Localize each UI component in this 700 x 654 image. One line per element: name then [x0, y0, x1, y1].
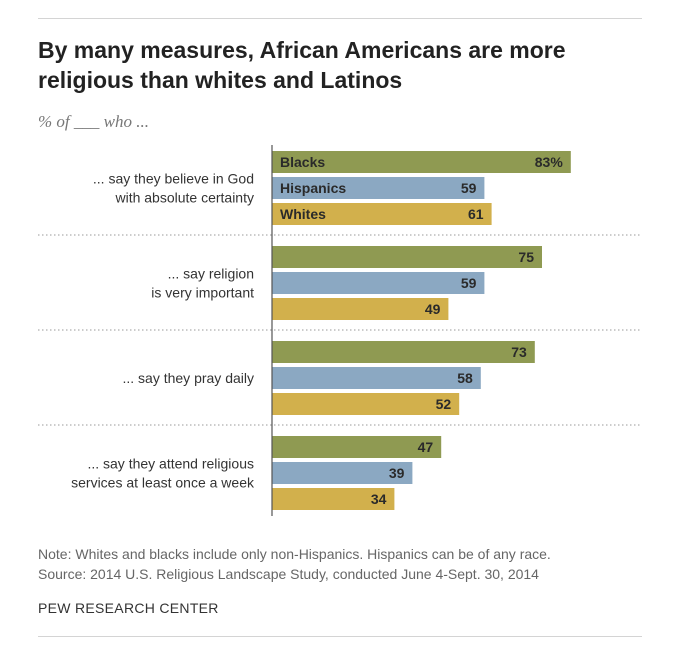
category-label: ... say religion	[168, 266, 254, 282]
data-label: 83%	[535, 154, 564, 170]
data-label: 58	[457, 370, 473, 386]
bar-whites	[272, 488, 395, 510]
data-label: 49	[425, 301, 441, 317]
bar-blacks	[272, 151, 571, 173]
category-label: ... say they pray daily	[122, 370, 254, 386]
bar-whites	[272, 203, 492, 225]
legend-label-blacks: Blacks	[280, 154, 325, 170]
bar-hispanics	[272, 367, 481, 389]
category-label: ... say they believe in God	[93, 171, 254, 187]
legend-label-hispanics: Hispanics	[280, 180, 346, 196]
bar-whites	[272, 393, 460, 415]
note-text: Note: Whites and blacks include only non…	[38, 546, 551, 562]
data-label: 61	[468, 206, 484, 222]
data-label: 59	[461, 180, 477, 196]
data-label: 34	[371, 491, 387, 507]
chart-subtitle: % of ___ who ...	[38, 112, 149, 131]
category-label: ... say they attend religious	[87, 456, 254, 472]
top-rule	[38, 18, 642, 19]
data-label: 47	[418, 439, 434, 455]
chart-notes: Note: Whites and blacks include only non…	[38, 544, 551, 584]
data-label: 73	[511, 344, 527, 360]
source-text: Source: 2014 U.S. Religious Landscape St…	[38, 566, 539, 582]
bar-hispanics	[272, 272, 485, 294]
bar-blacks	[272, 246, 542, 268]
data-label: 59	[461, 275, 477, 291]
category-label: with absolute certainty	[114, 190, 254, 206]
org-credit: PEW RESEARCH CENTER	[38, 600, 219, 616]
bar-whites	[272, 298, 449, 320]
bar-hispanics	[272, 462, 413, 484]
bottom-rule	[38, 636, 642, 637]
bar-blacks	[272, 436, 442, 458]
bar-hispanics	[272, 177, 485, 199]
data-label: 39	[389, 465, 405, 481]
category-label: services at least once a week	[71, 475, 255, 491]
chart-title: By many measures, African Americans are …	[38, 37, 566, 93]
bar-blacks	[272, 341, 535, 363]
legend-label-whites: Whites	[280, 206, 326, 222]
data-label: 52	[436, 396, 452, 412]
data-label: 75	[518, 249, 534, 265]
category-label: is very important	[151, 285, 254, 301]
